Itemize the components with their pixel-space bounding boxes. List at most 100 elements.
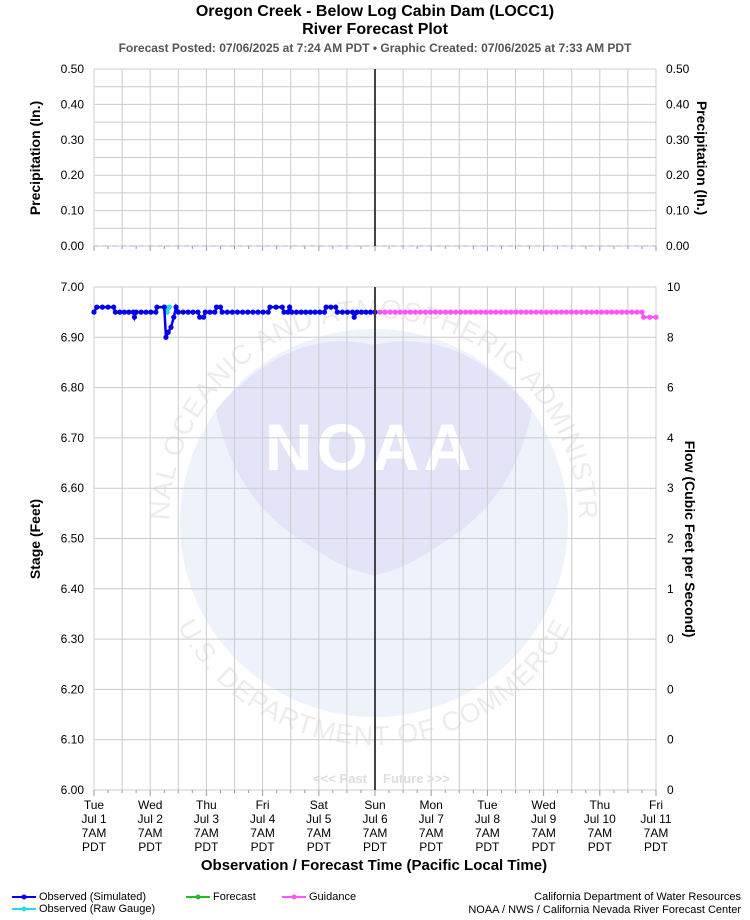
precip-y-axis-label: Precipitation (In.) <box>27 101 43 215</box>
guidance-point <box>447 309 454 315</box>
observed-sim-point <box>285 309 291 315</box>
precip-y2-tick-label: 0.40 <box>666 97 690 111</box>
observed-sim-point <box>260 309 266 315</box>
observed-sim-point <box>105 304 111 310</box>
x-tick-label: Jul 9 <box>531 812 557 826</box>
flow-y-tick-label: 0 <box>667 733 674 747</box>
observed-sim-point <box>138 309 144 315</box>
precip-y-tick-label: 0.20 <box>61 168 85 182</box>
guidance-point <box>558 309 564 315</box>
guidance-point <box>422 309 428 315</box>
flow-y-axis-label: Flow (Cubic Feet per Second) <box>682 441 698 638</box>
precip-y2-tick-label: 0.50 <box>666 62 690 76</box>
observed-sim-point <box>250 309 256 315</box>
observed-sim-point <box>99 304 106 310</box>
guidance-point <box>387 309 393 315</box>
stage-y-tick-label: 6.90 <box>61 330 85 344</box>
guidance-point <box>417 309 423 315</box>
guidance-point <box>647 314 653 320</box>
observed-sim-point <box>217 304 224 310</box>
stage-y-tick-label: 6.70 <box>61 431 85 445</box>
observed-sim-point <box>279 304 285 310</box>
x-tick-label: Jul 6 <box>362 812 388 826</box>
observed-sim-point <box>197 314 203 320</box>
guidance-point <box>629 309 635 315</box>
guidance-point <box>624 309 630 315</box>
guidance-point <box>427 309 433 315</box>
flow-y-tick-label: 3 <box>667 481 674 495</box>
guidance-point <box>518 309 524 315</box>
guidance-point <box>508 309 514 315</box>
observed-sim-point <box>265 309 271 315</box>
x-tick-label: Jul 11 <box>640 812 671 826</box>
x-tick-label: Fri <box>649 798 663 812</box>
guidance-point <box>594 309 600 315</box>
x-tick-label: PDT <box>138 840 163 854</box>
x-tick-label: Jul 3 <box>194 812 220 826</box>
observed-sim-point <box>219 309 225 315</box>
x-tick-label: 7AM <box>363 826 388 840</box>
observed-sim-point <box>202 309 208 315</box>
flow-y-tick-label: 8 <box>667 330 674 344</box>
x-tick-label: Jul 4 <box>250 812 276 826</box>
observed-sim-point <box>224 309 230 315</box>
guidance-point <box>533 309 539 315</box>
observed-sim-point <box>143 309 149 315</box>
legend-forecast-label: Forecast <box>213 891 256 903</box>
observed-sim-point <box>367 309 374 315</box>
observed-sim-point <box>293 309 300 315</box>
precip-y-tick-label: 0.00 <box>61 239 85 253</box>
observed-sim-point <box>344 309 351 315</box>
observed-sim-point <box>148 309 154 315</box>
guidance-point <box>493 309 499 315</box>
x-tick-label: PDT <box>419 840 444 854</box>
stage-y-tick-label: 6.30 <box>61 632 85 646</box>
observed-sim-point <box>207 309 213 315</box>
guidance-point <box>452 309 459 315</box>
observed-sim-point <box>333 304 339 310</box>
chart-title: Oregon Creek - Below Log Cabin Dam (LOCC… <box>195 3 555 20</box>
flow-y-tick-label: 0 <box>667 682 674 696</box>
x-tick-label: PDT <box>644 840 669 854</box>
x-tick-label: PDT <box>588 840 613 854</box>
x-tick-label: 7AM <box>644 826 669 840</box>
guidance-point <box>513 309 519 315</box>
guidance-point <box>641 314 647 320</box>
x-tick-label: Jul 10 <box>584 812 616 826</box>
legend-observed-sim-swatch <box>12 894 36 900</box>
guidance-point <box>578 309 585 315</box>
flow-y-tick-label: 1 <box>667 582 674 596</box>
precip-y2-tick-label: 0.20 <box>666 168 690 182</box>
precip-y2-tick-label: 0.00 <box>666 239 690 253</box>
guidance-point <box>599 309 605 315</box>
observed-sim-point <box>245 309 251 315</box>
observed-raw-point <box>166 304 172 310</box>
x-tick-label: Jul 5 <box>306 812 332 826</box>
observed-sim-point <box>168 324 174 330</box>
observed-sim-point <box>200 314 207 320</box>
observed-sim-point <box>334 309 340 315</box>
precip-y-tick-label: 0.10 <box>61 204 85 218</box>
guidance-point <box>568 309 575 315</box>
x-tick-label: Fri <box>256 798 270 812</box>
observed-sim-point <box>163 334 169 340</box>
x-tick-label: Mon <box>420 798 443 812</box>
observed-sim-point <box>161 304 167 310</box>
guidance-point <box>653 314 659 320</box>
credit-dwr: California Department of Water Resources <box>534 891 741 903</box>
observed-sim-point <box>111 304 117 310</box>
x-tick-label: Thu <box>589 798 610 812</box>
legend-observed-raw: Observed (Raw Gauge) <box>12 903 155 915</box>
observed-sim-point <box>173 304 179 310</box>
observed-sim-point <box>281 309 287 315</box>
guidance-point <box>442 309 449 315</box>
guidance-point <box>614 309 620 315</box>
guidance-point <box>488 309 494 315</box>
x-tick-label: 7AM <box>587 826 612 840</box>
guidance-point <box>377 309 383 315</box>
flow-y-tick-label: 10 <box>667 280 681 294</box>
observed-sim-point <box>175 309 181 315</box>
x-tick-label: 7AM <box>419 826 444 840</box>
observed-sim-point <box>349 309 356 315</box>
observed-sim-point <box>154 304 160 310</box>
